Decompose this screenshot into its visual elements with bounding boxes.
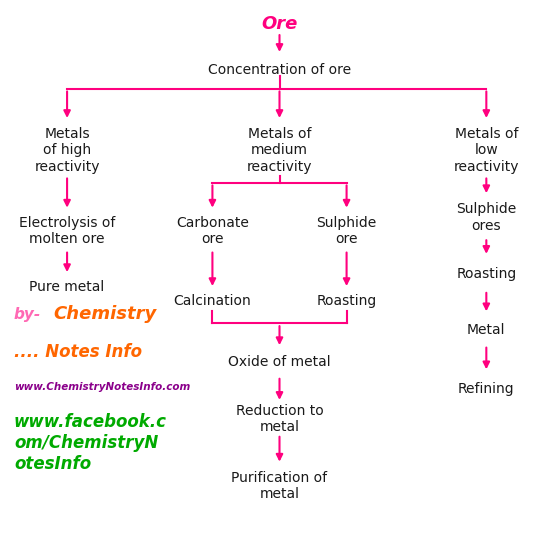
Text: Pure metal: Pure metal <box>30 280 105 294</box>
Text: Roasting: Roasting <box>316 294 377 308</box>
Text: Metals
of high
reactivity: Metals of high reactivity <box>34 127 100 173</box>
Text: Purification of
metal: Purification of metal <box>231 471 328 501</box>
Text: Calcination: Calcination <box>173 294 252 308</box>
Text: Reduction to
metal: Reduction to metal <box>236 404 323 434</box>
Text: Chemistry: Chemistry <box>53 305 157 323</box>
Text: Metals of
low
reactivity: Metals of low reactivity <box>453 127 519 173</box>
Text: Sulphide
ore: Sulphide ore <box>316 216 377 246</box>
Text: www.facebook.c
om/ChemistryN
otesInfo: www.facebook.c om/ChemistryN otesInfo <box>14 413 167 473</box>
Text: by-: by- <box>14 307 41 322</box>
Text: Sulphide
ores: Sulphide ores <box>456 202 517 233</box>
Text: Electrolysis of
molten ore: Electrolysis of molten ore <box>19 216 115 246</box>
Text: .... Notes Info: .... Notes Info <box>14 343 142 361</box>
Text: www.ChemistryNotesInfo.com: www.ChemistryNotesInfo.com <box>14 382 190 391</box>
Text: Oxide of metal: Oxide of metal <box>228 355 331 369</box>
Text: Metals of
medium
reactivity: Metals of medium reactivity <box>247 127 312 173</box>
Text: Refining: Refining <box>458 382 515 396</box>
Text: Concentration of ore: Concentration of ore <box>208 63 351 77</box>
Text: Metal: Metal <box>467 323 505 337</box>
Text: Roasting: Roasting <box>456 267 517 281</box>
Text: Ore: Ore <box>261 15 298 33</box>
Text: Carbonate
ore: Carbonate ore <box>176 216 249 246</box>
